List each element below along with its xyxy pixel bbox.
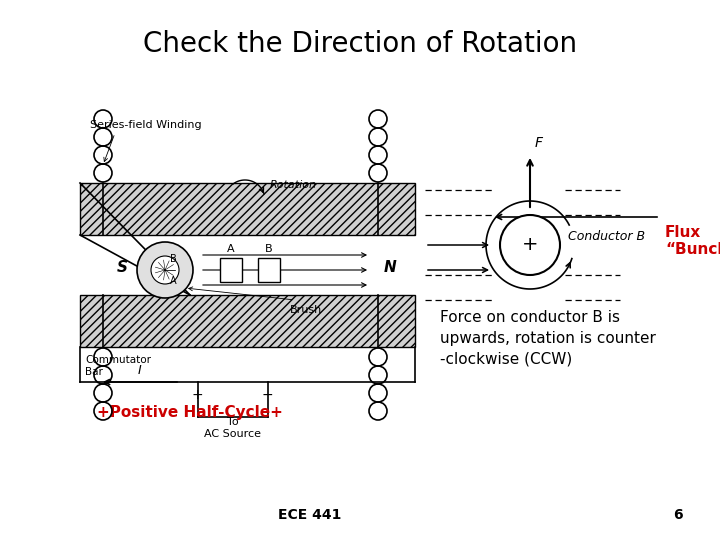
- Text: B: B: [265, 244, 273, 254]
- Text: 6: 6: [673, 508, 683, 522]
- Circle shape: [500, 215, 560, 275]
- Text: +: +: [522, 235, 539, 254]
- Bar: [220, 258, 242, 282]
- Text: Check the Direction of Rotation: Check the Direction of Rotation: [143, 30, 577, 58]
- Text: Flux
“Bunching”: Flux “Bunching”: [665, 225, 720, 258]
- Text: To
AC Source: To AC Source: [204, 417, 261, 438]
- Circle shape: [137, 242, 193, 298]
- Text: A: A: [170, 276, 176, 286]
- Text: F: F: [535, 136, 543, 150]
- Bar: [258, 258, 280, 282]
- Text: +: +: [192, 388, 203, 402]
- Text: Commutator
Bar: Commutator Bar: [85, 355, 151, 376]
- Text: +Positive Half-Cycle+: +Positive Half-Cycle+: [97, 405, 283, 420]
- Text: Series-field Winding: Series-field Winding: [90, 120, 202, 130]
- Text: B: B: [170, 254, 176, 264]
- Text: A: A: [228, 244, 235, 254]
- Text: Conductor B: Conductor B: [568, 231, 645, 244]
- Bar: [80, 183, 415, 235]
- Text: S: S: [117, 260, 127, 275]
- Text: Force on conductor B is
upwards, rotation is counter
-clockwise (CCW): Force on conductor B is upwards, rotatio…: [440, 310, 656, 367]
- Text: ECE 441: ECE 441: [279, 508, 342, 522]
- Text: Rotation: Rotation: [270, 180, 317, 190]
- Text: N: N: [384, 260, 397, 275]
- Circle shape: [151, 256, 179, 284]
- Text: −: −: [261, 388, 274, 402]
- Text: Brush: Brush: [290, 305, 323, 315]
- Bar: [80, 235, 415, 295]
- Bar: [80, 295, 415, 347]
- Text: I: I: [138, 364, 142, 377]
